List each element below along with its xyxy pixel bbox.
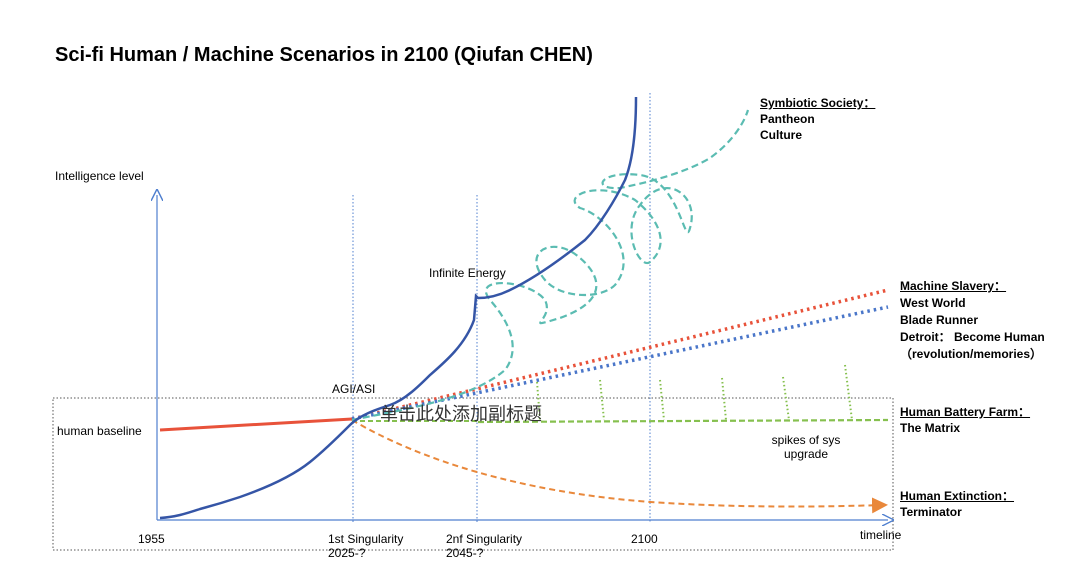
- x-axis-label: timeline: [860, 528, 902, 542]
- scenario-extinction: Human Extinction： Terminator: [900, 488, 1014, 520]
- symbiotic-item: Pantheon: [760, 112, 815, 126]
- slavery-item: （revolution/memories）: [900, 347, 1043, 361]
- slavery-item: Blade Runner: [900, 313, 979, 327]
- scenario-slavery: Machine Slavery： West World Blade Runner…: [900, 278, 1045, 363]
- tick-2nd-singularity-line2: 2045-?: [446, 546, 484, 560]
- subtitle-placeholder[interactable]: 单击此处添加副标题: [380, 404, 542, 425]
- scenario-battery: Human Battery Farm： The Matrix: [900, 404, 1030, 436]
- spikes-label-line2: upgrade: [783, 447, 829, 461]
- tick-1st-singularity: 1st Singularity 2025-?: [328, 532, 403, 560]
- infinite-energy-label: Infinite Energy: [429, 266, 506, 280]
- battery-heading: Human Battery Farm：: [900, 405, 1031, 419]
- symbiotic-heading: Symbiotic Society：: [760, 96, 876, 110]
- extinction-item: Terminator: [900, 505, 962, 519]
- slavery-heading: Machine Slavery：: [900, 279, 1007, 293]
- tick-1st-singularity-line2: 2025-?: [328, 546, 366, 560]
- ai-intelligence-curve: [159, 96, 638, 520]
- slavery-item: West World: [900, 296, 966, 310]
- subtitle-placeholder-box[interactable]: [52, 397, 894, 551]
- extinction-heading: Human Extinction：: [900, 489, 1015, 503]
- human-baseline-label: human baseline: [57, 424, 142, 438]
- y-axis-label: Intelligence level: [55, 169, 144, 183]
- battery-line-b: [477, 418, 889, 424]
- agi-asi-label: AGI/ASI: [332, 382, 376, 396]
- spikes-label-line1: spikes of sys: [771, 433, 841, 447]
- battery-item: The Matrix: [900, 421, 961, 435]
- tick-2100: 2100: [631, 532, 658, 546]
- slavery-red-line: [351, 288, 889, 421]
- tick-1955: 1955: [138, 532, 165, 546]
- scenario-symbiotic: Symbiotic Society： Pantheon Culture: [760, 95, 875, 143]
- slavery-item: Detroit： Become Human: [900, 330, 1045, 344]
- extinction-curve: [351, 419, 888, 514]
- tick-2nd-singularity-line1: 2nf Singularity: [446, 532, 523, 546]
- page-title: Sci-fi Human / Machine Scenarios in 2100…: [55, 44, 593, 66]
- human-baseline-line: [159, 417, 353, 432]
- tick-2nd-singularity: 2nf Singularity 2045-?: [446, 532, 522, 560]
- tick-1st-singularity-line1: 1st Singularity: [328, 532, 404, 546]
- symbiotic-item: Culture: [760, 128, 802, 142]
- upgrade-spikes: [536, 364, 853, 421]
- spikes-label: spikes of sys upgrade: [770, 433, 842, 461]
